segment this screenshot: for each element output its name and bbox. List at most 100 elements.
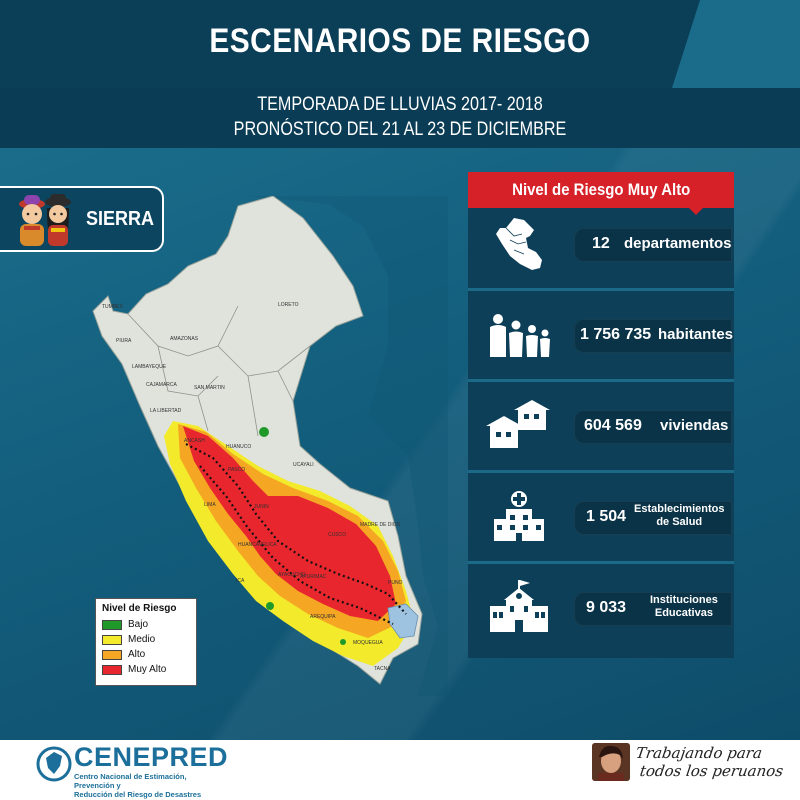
department-borders <box>127 305 311 437</box>
stat-value: 1 504 <box>586 508 627 525</box>
department-label: LAMBAYEQUE <box>132 364 167 370</box>
department-label: PIURA <box>116 338 132 344</box>
stat-divider <box>468 470 734 473</box>
stat-label: habitantes <box>658 326 734 343</box>
legend-item-muy-alto: Muy Alto <box>102 662 190 677</box>
legend-swatch <box>102 619 122 630</box>
school-icon <box>490 580 548 632</box>
stat-row-educativas: 9 033 Instituciones Educativas <box>468 564 734 652</box>
panel-header: Nivel de Riesgo Muy Alto <box>468 172 734 208</box>
department-label: AREQUIPA <box>310 614 336 620</box>
legend-item-bajo: Bajo <box>102 617 190 632</box>
legend-item-alto: Alto <box>102 647 190 662</box>
cenepred-logo-icon <box>36 746 72 782</box>
stat-box: 604 569 viviendas <box>574 410 732 444</box>
risk-zone-bajo <box>259 427 269 437</box>
risk-map: TUMBES PIURA AMAZONAS LAMBAYEQUE CAJAMAR… <box>92 196 448 696</box>
slogan-line2: todos los peruanos <box>638 762 785 780</box>
department-label: ANCASH <box>184 438 205 444</box>
stat-value: 9 033 <box>586 599 627 616</box>
stat-divider <box>468 288 734 291</box>
department-label: AMAZONAS <box>170 336 199 342</box>
region-label: SIERRA <box>86 208 155 230</box>
peru-map-icon <box>496 218 542 270</box>
department-label: ICA <box>236 578 245 584</box>
stat-divider <box>468 561 734 564</box>
stat-label-line1: Instituciones <box>650 594 718 606</box>
stat-value: 1 756 735 <box>580 326 652 343</box>
department-label: UCAYALI <box>293 462 314 468</box>
stat-label-line1: Establecimientos <box>634 503 725 515</box>
stat-value: 604 569 <box>584 417 642 434</box>
department-label: PUNO <box>388 580 403 586</box>
org-name: CENEPRED <box>74 742 229 772</box>
department-label: PASCO <box>228 467 245 473</box>
legend-swatch <box>102 634 122 645</box>
slogan-line1: Trabajando para <box>634 744 764 762</box>
stat-label: Instituciones Educativas <box>650 594 718 620</box>
stat-box: 12 departamentos <box>574 228 732 262</box>
stat-label-line2: Educativas <box>654 607 713 619</box>
department-label: LIMA <box>204 502 216 508</box>
stat-box: 9 033 Instituciones Educativas <box>574 592 732 626</box>
legend-title: Nivel de Riesgo <box>102 603 177 614</box>
department-label: HUANCAVELICA <box>238 542 277 548</box>
legend-item-medio: Medio <box>102 632 190 647</box>
panel-header-notch <box>688 207 704 215</box>
subtitle-band <box>0 88 800 148</box>
org-fullname: Centro Nacional de Estimación, Prevenció… <box>74 772 224 799</box>
stat-box: 1 756 735 habitantes <box>574 319 734 353</box>
neighbor-countries <box>248 196 448 696</box>
map-legend: Nivel de Riesgo Bajo Medio Alto Muy Alto <box>95 598 197 686</box>
department-label: CAJAMARCA <box>146 382 178 388</box>
sierra-boundary <box>185 443 407 625</box>
subtitle-season: TEMPORADA DE LLUVIAS 2017- 2018 <box>257 94 543 115</box>
legend-label: Alto <box>128 649 146 660</box>
avatar <box>592 743 630 781</box>
department-label: CUSCO <box>328 532 346 538</box>
title-bar <box>0 0 700 88</box>
department-label: TUMBES <box>102 304 124 310</box>
stat-row-salud: 1 504 Establecimientos de Salud <box>468 473 734 561</box>
department-label: JUNIN <box>254 504 269 510</box>
department-label: APURIMAC <box>300 574 327 580</box>
portrait-icon <box>592 743 630 781</box>
region-badge: SIERRA <box>0 186 164 252</box>
stat-label: viviendas <box>660 417 729 434</box>
lake-titicaca <box>387 603 419 639</box>
department-label: HUANUCO <box>226 444 251 450</box>
department-label: MADRE DE DIOS <box>360 522 401 528</box>
stat-label: Establecimientos de Salud <box>634 503 724 529</box>
risk-zone-bajo <box>340 639 346 645</box>
hospital-icon <box>494 491 544 541</box>
department-label: SAN MARTIN <box>194 385 225 391</box>
stat-row-habitantes: 1 756 735 habitantes <box>468 291 734 379</box>
stat-box: 1 504 Establecimientos de Salud <box>574 501 732 535</box>
department-label: MOQUEGUA <box>353 640 383 646</box>
department-label: TACNA <box>374 666 391 672</box>
stat-row-viviendas: 604 569 viviendas <box>468 382 734 470</box>
page-title: ESCENARIOS DE RIESGO <box>209 22 591 60</box>
stat-row-departamentos: 12 departamentos <box>468 200 734 288</box>
footer <box>0 740 800 800</box>
risk-zone-muy-alto <box>183 426 396 621</box>
department-label: LORETO <box>278 302 299 308</box>
andean-people-icon <box>19 194 71 246</box>
subtitle-forecast: PRONÓSTICO DEL 21 AL 23 DE DICIEMBRE <box>233 119 567 140</box>
department-label: LA LIBERTAD <box>150 408 182 414</box>
legend-label: Medio <box>128 634 156 645</box>
stat-label-line2: de Salud <box>656 516 703 528</box>
org-line1: Centro Nacional de Estimación, Prevenció… <box>74 772 187 790</box>
stat-label: departamentos <box>624 235 732 252</box>
legend-swatch <box>102 664 122 675</box>
panel-header-label: Nivel de Riesgo Muy Alto <box>511 180 691 199</box>
legend-swatch <box>102 649 122 660</box>
family-icon <box>490 314 550 357</box>
legend-label: Bajo <box>128 619 149 630</box>
org-line2: Reducción del Riesgo de Desastres <box>74 790 202 799</box>
legend-label: Muy Alto <box>128 664 167 675</box>
stat-divider <box>468 379 734 382</box>
risk-zone-bajo <box>266 602 274 610</box>
houses-icon <box>486 400 550 448</box>
stat-value: 12 <box>592 235 610 252</box>
